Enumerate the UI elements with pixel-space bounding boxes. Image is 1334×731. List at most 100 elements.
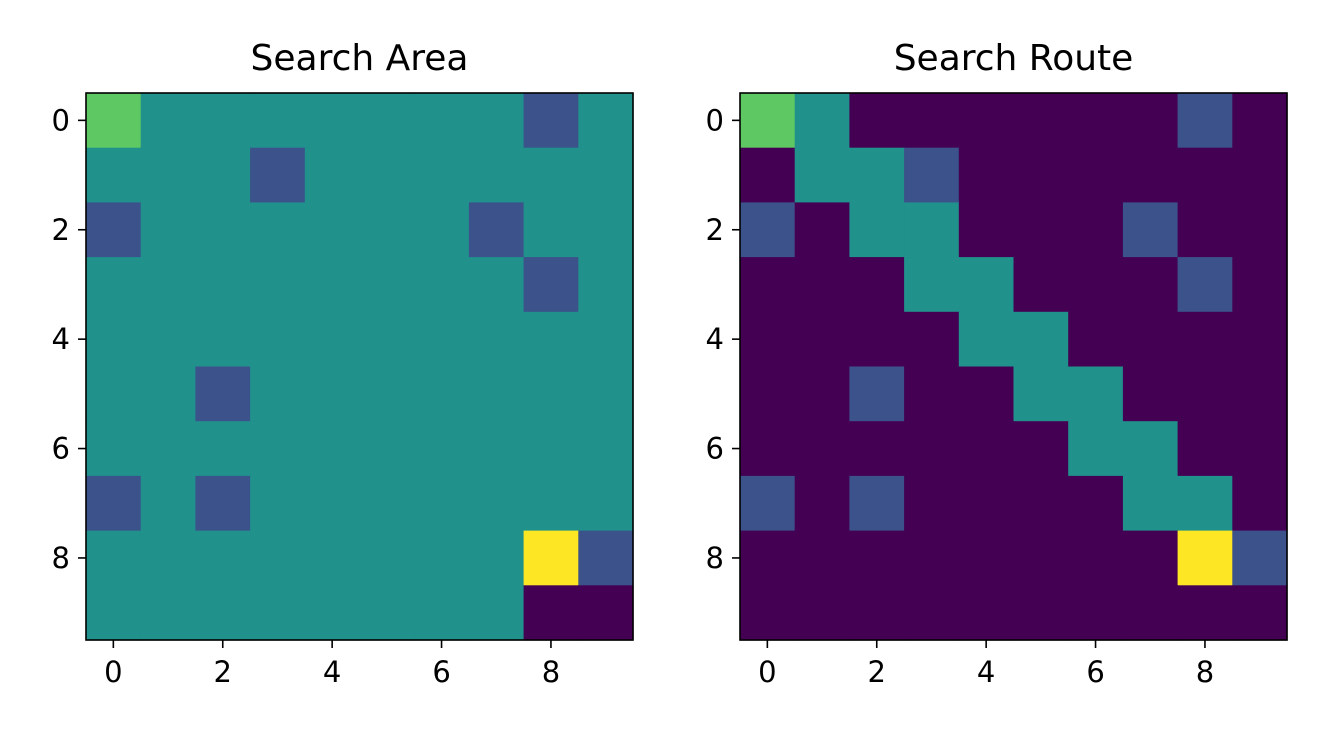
chart-title: Search Area (250, 38, 469, 79)
heatmap-cell (740, 585, 796, 641)
heatmap-cell (1122, 257, 1179, 313)
x-tick-label: 0 (104, 655, 122, 689)
heatmap-cell (523, 421, 579, 477)
heatmap-cell (86, 585, 142, 641)
y-tick-label: 2 (706, 213, 724, 247)
heatmap-cell (304, 93, 361, 149)
heatmap-cell (523, 366, 579, 422)
heatmap-cell (1122, 366, 1179, 422)
heatmap-cell (1177, 421, 1233, 477)
heatmap-cell (578, 585, 634, 641)
heatmap-cell (740, 366, 796, 422)
heatmap-cell (523, 257, 579, 313)
heatmap-cells (86, 93, 634, 641)
heatmap-cell (1177, 530, 1233, 586)
heatmap-cell (304, 530, 361, 586)
heatmap-cell (1232, 311, 1288, 368)
heatmap-cell (1068, 93, 1124, 149)
heatmap-cell (1177, 257, 1233, 313)
heatmap-cell (1232, 93, 1288, 149)
heatmap-cell (794, 421, 850, 477)
heatmap-cell (86, 475, 142, 532)
heatmap-cell (958, 475, 1015, 532)
x-tick-label: 0 (758, 655, 776, 689)
heatmap-cells (740, 93, 1288, 641)
heatmap-cell (523, 93, 579, 149)
heatmap-cell (250, 475, 306, 532)
heatmap-cell (304, 475, 361, 532)
heatmap-cell (1068, 311, 1124, 368)
heatmap-cell (1013, 530, 1069, 586)
x-tick-label: 6 (1086, 655, 1104, 689)
heatmap-cell (86, 147, 142, 203)
heatmap-cell (140, 311, 196, 368)
heatmap-cell (849, 93, 905, 149)
heatmap-cell (250, 202, 306, 258)
heatmap-cell (794, 366, 850, 422)
heatmap-cell (250, 93, 306, 149)
heatmap-cell (740, 93, 796, 149)
heatmap-cell (794, 585, 850, 641)
heatmap-cell (523, 585, 579, 641)
heatmap-cell (904, 257, 960, 313)
heatmap-cell (794, 475, 850, 532)
heatmap-cell (1013, 585, 1069, 641)
heatmap-cell (578, 530, 634, 586)
heatmap-cell (414, 311, 470, 368)
heatmap-cell (849, 585, 905, 641)
heatmap-cell (86, 421, 142, 477)
heatmap-cell (86, 202, 142, 258)
heatmap-cell (140, 585, 196, 641)
heatmap-cell (140, 147, 196, 203)
heatmap-cell (140, 257, 196, 313)
heatmap-cell (1122, 93, 1179, 149)
heatmap-cell (740, 475, 796, 532)
heatmap-cell (578, 421, 634, 477)
heatmap-cell (1177, 147, 1233, 203)
heatmap-cell (523, 530, 579, 586)
heatmap-cell (1068, 147, 1124, 203)
heatmap-cell (195, 311, 251, 368)
heatmap-cell (958, 257, 1015, 313)
y-tick-label: 2 (52, 213, 70, 247)
x-tick-label: 6 (432, 655, 450, 689)
heatmap-cell (1068, 366, 1124, 422)
heatmap-cell (468, 257, 525, 313)
heatmap-cell (359, 147, 415, 203)
heatmap-cell (195, 421, 251, 477)
heatmap-cell (195, 257, 251, 313)
heatmap-cell (304, 585, 361, 641)
heatmap-cell (1177, 366, 1233, 422)
heatmap-cell (140, 475, 196, 532)
heatmap-cell (304, 147, 361, 203)
heatmap-cell (250, 257, 306, 313)
heatmap-cell (1232, 366, 1288, 422)
heatmap-cell (414, 366, 470, 422)
heatmap-cell (1232, 147, 1288, 203)
heatmap-cell (414, 202, 470, 258)
heatmap-cell (958, 421, 1015, 477)
heatmap-cell (904, 421, 960, 477)
heatmap-cell (468, 311, 525, 368)
heatmap-cell (1013, 147, 1069, 203)
heatmap-cell (1232, 585, 1288, 641)
heatmap-cell (849, 311, 905, 368)
y-tick-label: 4 (52, 322, 70, 356)
y-tick-label: 8 (706, 541, 724, 575)
heatmap-cell (414, 257, 470, 313)
heatmap-cell (1232, 475, 1288, 532)
heatmap-cell (578, 475, 634, 532)
heatmap-cell (86, 257, 142, 313)
heatmap-cell (359, 93, 415, 149)
heatmap-cell (304, 311, 361, 368)
heatmap-cell (740, 530, 796, 586)
heatmap-cell (578, 93, 634, 149)
heatmap-cell (904, 475, 960, 532)
heatmap-cell (578, 147, 634, 203)
heatmap-cell (794, 530, 850, 586)
heatmap-cell (849, 421, 905, 477)
heatmap-cell (523, 147, 579, 203)
heatmap-cell (304, 202, 361, 258)
x-tick-label: 8 (1196, 655, 1214, 689)
heatmap-cell (86, 311, 142, 368)
